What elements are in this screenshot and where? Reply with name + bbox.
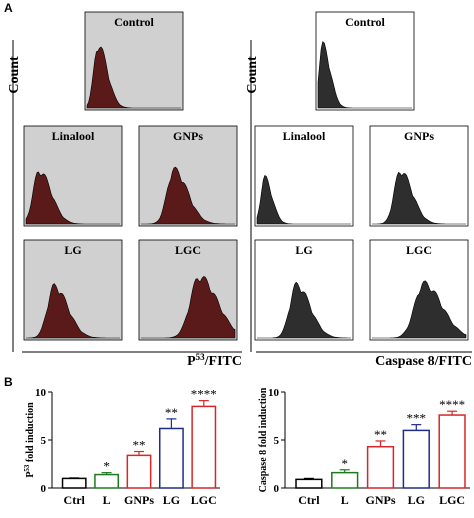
bar-gnps bbox=[366, 445, 395, 489]
caspase8-plot-linalool: Linalool bbox=[254, 125, 354, 227]
histogram-title: Linalool bbox=[283, 129, 326, 143]
bar-lgc bbox=[191, 405, 217, 489]
panel-b-label: B bbox=[4, 375, 13, 389]
histogram-title: LG bbox=[295, 243, 312, 257]
histogram-title: Control bbox=[345, 15, 385, 29]
histogram-title: LG bbox=[64, 243, 81, 257]
histogram-curve bbox=[26, 283, 120, 339]
significance-marker: * bbox=[341, 456, 348, 471]
p53-plot-gnps: GNPs bbox=[138, 125, 238, 227]
bar-lg bbox=[158, 427, 184, 489]
histogram-curve bbox=[86, 46, 181, 109]
histogram-title: GNPs bbox=[173, 129, 203, 143]
p53-fitc-label: P53/FITC bbox=[187, 352, 242, 369]
right-count-label: Count bbox=[245, 56, 260, 94]
left-count-label: Count bbox=[7, 56, 22, 94]
category-label: LGC bbox=[191, 493, 217, 507]
caspase8-plot-control: Control bbox=[315, 11, 415, 111]
bar-ctrl bbox=[61, 477, 87, 489]
bar-l bbox=[94, 473, 120, 489]
y-tick-label: 10 bbox=[268, 387, 280, 399]
significance-marker: **** bbox=[439, 397, 465, 412]
bar-ctrl bbox=[295, 478, 323, 489]
histogram-curve bbox=[257, 281, 351, 339]
panel-a-label: A bbox=[4, 1, 13, 15]
y-axis-label: Caspase 8 fold induction bbox=[258, 387, 269, 492]
significance-marker: *** bbox=[407, 411, 427, 426]
category-label: Ctrl bbox=[298, 493, 320, 507]
p53-plot-lgc: LGC bbox=[138, 239, 238, 341]
y-tick-label: 0 bbox=[274, 483, 280, 495]
p53-plot-linalool: Linalool bbox=[23, 125, 123, 227]
caspase8-plot-lgc: LGC bbox=[369, 239, 469, 341]
caspase8-plot-lg: LG bbox=[254, 239, 354, 341]
histogram-curve bbox=[372, 171, 466, 225]
category-label: GNPs bbox=[124, 493, 154, 507]
category-label: LG bbox=[408, 493, 425, 507]
y-tick-label: 5 bbox=[274, 435, 280, 447]
category-label: LG bbox=[163, 493, 180, 507]
y-axis-label: P53 fold induction bbox=[23, 402, 36, 478]
category-label: L bbox=[341, 493, 349, 507]
category-label: Ctrl bbox=[64, 493, 86, 507]
histogram-curve bbox=[317, 41, 412, 109]
histogram-title: Control bbox=[114, 15, 154, 29]
histogram-curve bbox=[372, 280, 467, 339]
histogram-curve bbox=[256, 175, 351, 225]
category-label: LGC bbox=[439, 493, 465, 507]
p53-plot-control: Control bbox=[84, 11, 184, 111]
caspase8-fitc-label: Caspase 8/FITC bbox=[375, 354, 472, 369]
bar-gnps bbox=[126, 454, 152, 489]
significance-marker: * bbox=[103, 459, 110, 474]
significance-marker: **** bbox=[191, 387, 217, 402]
significance-marker: ** bbox=[374, 427, 387, 442]
p53-fold-bar-chart: 0 5 10 P53 fold induction Ctrl * L ** GNPs ** LG **… bbox=[23, 387, 220, 507]
caspase8-histogram-group: Control Linalool GNPs LG LGC bbox=[254, 11, 469, 341]
histogram-title: GNPs bbox=[404, 129, 434, 143]
y-tick-label: 5 bbox=[41, 435, 47, 447]
histogram-title: LGC bbox=[175, 243, 201, 257]
histogram-curve bbox=[25, 171, 120, 225]
histogram-title: LGC bbox=[406, 243, 432, 257]
y-tick-label: 10 bbox=[35, 387, 47, 399]
bar-lgc bbox=[438, 414, 466, 489]
category-label: GNPs bbox=[366, 493, 396, 507]
histogram-curve bbox=[141, 166, 235, 225]
p53-histogram-group: Control Linalool GNPs LG LGC bbox=[23, 11, 238, 341]
p53-plot-lg: LG bbox=[23, 239, 123, 341]
caspase8-plot-gnps: GNPs bbox=[369, 125, 469, 227]
bar-l bbox=[331, 471, 359, 489]
significance-marker: ** bbox=[165, 405, 178, 420]
y-tick-label: 0 bbox=[41, 483, 47, 495]
histogram-curve bbox=[141, 276, 236, 339]
category-label: L bbox=[103, 493, 111, 507]
histogram-title: Linalool bbox=[52, 129, 95, 143]
histogram-frame bbox=[254, 125, 354, 227]
significance-marker: ** bbox=[133, 438, 146, 453]
bar-lg bbox=[402, 429, 430, 489]
